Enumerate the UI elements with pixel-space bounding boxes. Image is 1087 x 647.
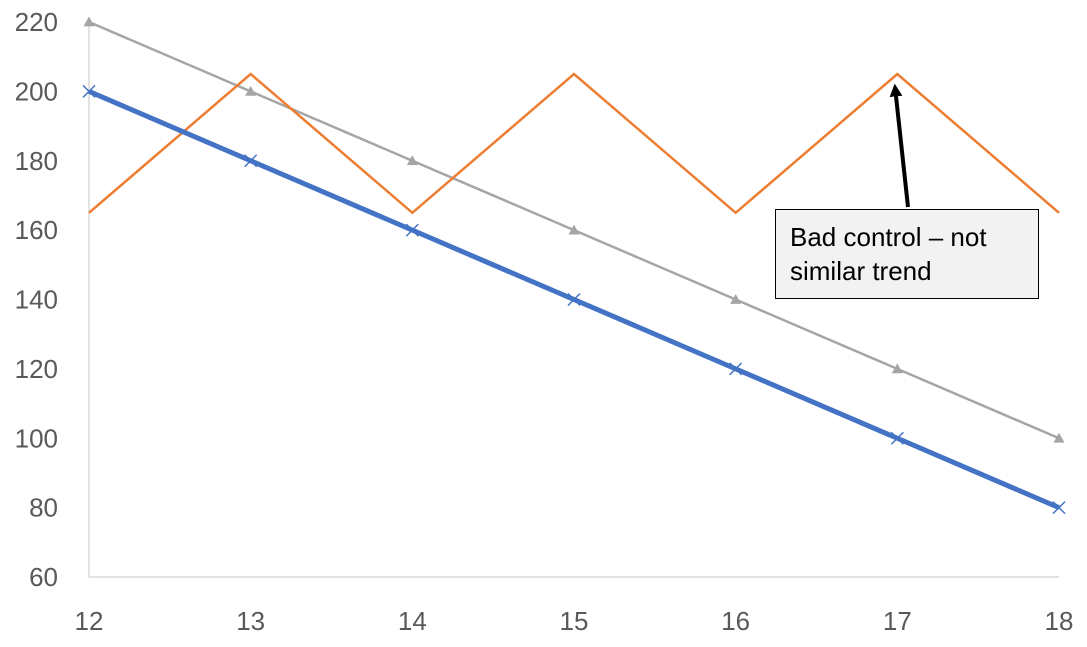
data-point-x-marker <box>890 431 904 445</box>
data-point-x-marker <box>1052 501 1066 515</box>
annotation-text: Bad control – not similar trend <box>790 222 987 286</box>
annotation-arrow <box>889 83 910 208</box>
x-tick-label: 16 <box>721 606 750 636</box>
axes <box>88 22 1059 578</box>
data-point-triangle-marker <box>891 363 903 374</box>
x-tick-label: 12 <box>75 606 104 636</box>
y-tick-label: 100 <box>15 423 58 453</box>
data-point-x-marker <box>82 84 96 98</box>
data-point-triangle-marker <box>1053 432 1065 443</box>
y-tick-label: 140 <box>15 285 58 315</box>
y-tick-label: 220 <box>15 7 58 37</box>
data-point-triangle-marker <box>730 294 742 304</box>
y-tick-label: 180 <box>15 146 58 176</box>
data-point-triangle-marker <box>245 85 257 96</box>
series-group <box>82 16 1066 515</box>
y-tick-label: 60 <box>29 562 58 592</box>
x-tick-label: 15 <box>560 606 589 636</box>
y-tick-label: 160 <box>15 215 58 245</box>
annotation-arrow-group <box>889 83 910 208</box>
data-point-x-marker <box>405 223 419 237</box>
annotation-callout: Bad control – not similar trend <box>775 209 1039 299</box>
x-tick-label: 13 <box>236 606 265 636</box>
series-line-2 <box>88 72 1060 215</box>
tick-labels: 60 80 100 120 140 160 180 200 220 12 13 14 15 16 17 18 <box>15 7 1074 636</box>
data-point-x-marker <box>729 362 743 376</box>
y-tick-label: 200 <box>15 76 58 106</box>
x-tick-label: 17 <box>883 606 912 636</box>
data-point-triangle-marker <box>406 155 418 166</box>
data-point-x-marker <box>244 154 258 168</box>
data-point-x-marker <box>567 292 581 307</box>
y-tick-label: 80 <box>29 493 58 523</box>
y-tick-label: 120 <box>15 354 58 384</box>
x-tick-label: 18 <box>1045 606 1074 636</box>
data-point-triangle-marker <box>568 224 580 235</box>
data-point-triangle-marker <box>83 16 95 27</box>
x-tick-label: 14 <box>398 606 427 636</box>
